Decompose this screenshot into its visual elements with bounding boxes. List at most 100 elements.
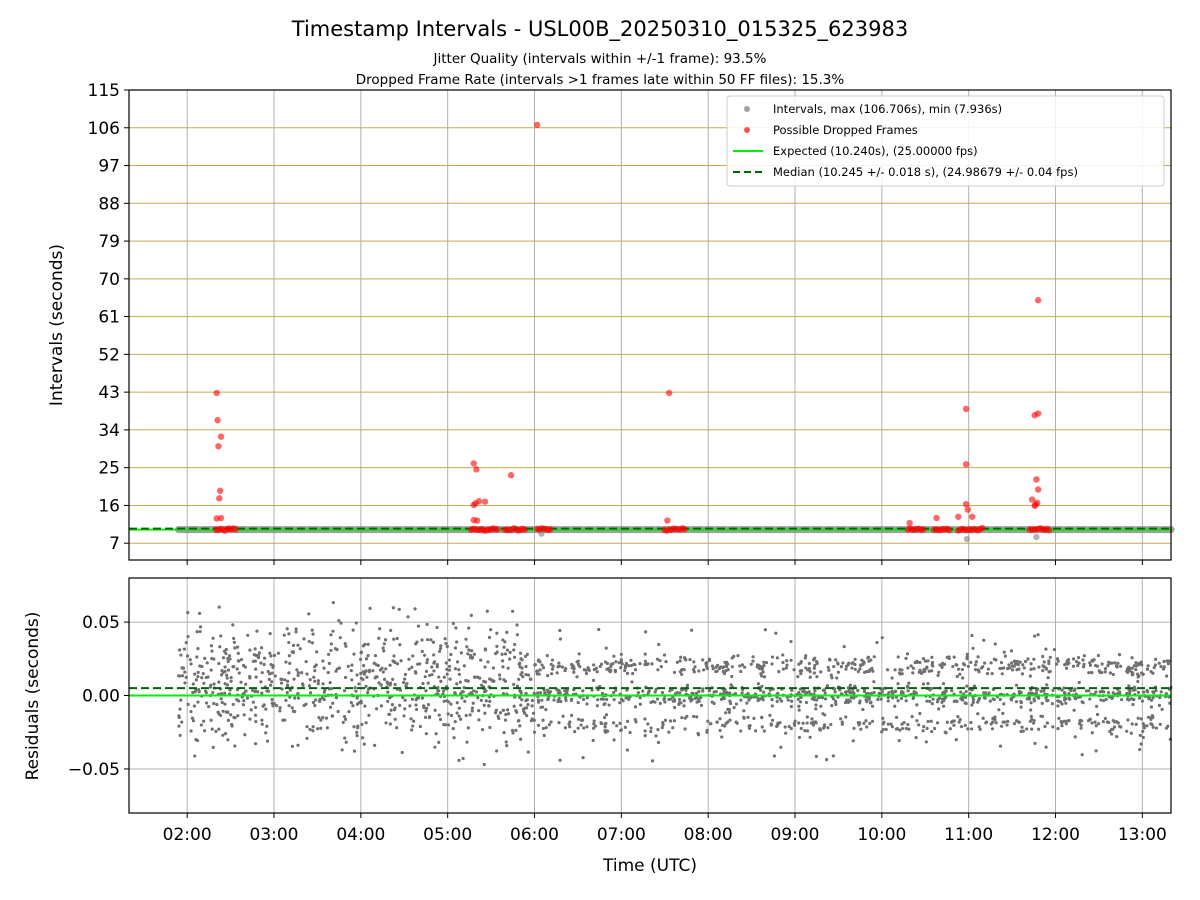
residual-point [262,656,267,660]
residual-point [593,724,598,728]
residual-point [663,700,667,704]
residual-point [457,667,461,672]
residual-point [597,627,601,632]
residual-point [901,690,905,695]
residual-point [514,708,518,713]
residual-point [443,637,447,641]
residual-point [671,726,675,730]
residual-point [904,656,908,660]
residual-point [986,667,990,671]
residual-point [1151,725,1155,729]
residual-point [537,672,541,676]
residual-point [529,719,533,723]
residual-point [546,697,550,701]
residual-point [327,661,331,665]
chart-subtitle-1: Jitter Quality (intervals within +/-1 fr… [433,51,767,67]
residual-point [379,704,383,708]
residual-point [491,666,496,670]
residual-point [678,691,682,695]
residual-point [1105,720,1109,724]
dropped-frame-point [906,519,913,527]
residual-point [470,649,474,653]
residual-point [253,689,258,693]
residual-point [390,703,394,707]
residual-point [973,668,978,672]
residual-point [573,730,577,734]
residual-point [582,726,586,730]
residual-point [236,651,240,655]
residual-point [897,738,901,743]
residual-point [797,662,801,666]
residual-point [1088,663,1093,667]
residual-point [1055,662,1059,666]
residual-point [864,698,868,702]
residual-point [352,749,357,753]
residual-point [819,670,823,674]
residual-point [768,688,772,692]
residual-point [503,718,508,722]
residual-point [538,660,542,664]
residual-point [970,727,974,731]
residual-point [492,679,496,683]
residual-point [922,724,926,729]
residual-point [378,627,382,631]
residual-point [1033,634,1037,638]
residual-point [759,688,763,692]
residual-point [1001,711,1005,716]
residual-point [516,719,521,723]
top-ytick-label: 16 [98,496,120,516]
residual-point [950,689,954,693]
residual-point [671,699,675,703]
residual-point [504,740,508,744]
residual-point [1029,714,1033,719]
residual-point [311,632,315,636]
residual-point [591,738,595,743]
residual-point [1162,659,1166,664]
residual-point [979,666,984,670]
residual-point [368,606,372,610]
residual-point [382,677,387,681]
residual-point [599,662,604,666]
residual-point [209,668,213,672]
residual-point [729,683,733,687]
residual-point [251,700,255,704]
residual-point [899,696,904,701]
residual-point [898,728,902,732]
residual-point [941,681,946,686]
residual-point [505,648,510,652]
residual-point [364,684,368,688]
residual-point [225,673,229,677]
residual-point [1154,726,1159,730]
top-ytick-label: 79 [98,232,120,252]
residual-point [886,695,890,700]
residual-point [870,704,875,708]
residual-point [420,638,424,642]
residual-point [636,691,640,695]
residual-point [1052,647,1057,652]
residual-point [209,718,213,722]
residual-point [572,666,576,670]
residual-point [232,640,237,645]
residual-point [260,718,264,722]
residual-point [763,628,767,632]
residual-point [965,684,969,688]
residual-point [752,716,756,721]
residual-point [664,660,668,664]
residual-point [260,671,264,675]
residual-point [472,689,476,693]
residual-point [1022,666,1026,670]
residual-point [503,652,508,656]
residual-point [313,703,317,708]
residual-point [743,665,747,669]
residual-point [448,677,452,681]
residual-point [685,683,690,687]
residual-point [805,721,809,725]
residual-point [294,630,298,634]
residual-point [812,671,816,675]
residual-point [958,717,962,722]
residual-point [483,690,487,694]
residual-point [952,723,956,727]
residual-point [834,658,838,662]
residual-point [1159,690,1163,694]
